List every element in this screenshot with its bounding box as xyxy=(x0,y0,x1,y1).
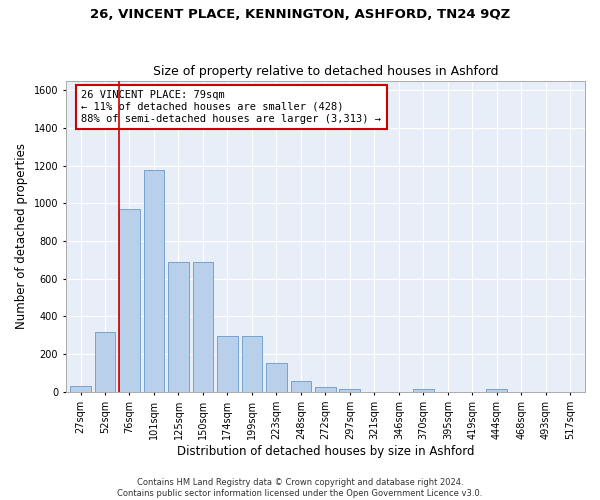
Bar xyxy=(413,389,434,392)
Bar xyxy=(70,386,91,392)
Bar xyxy=(119,209,140,392)
Bar xyxy=(266,362,287,392)
X-axis label: Distribution of detached houses by size in Ashford: Distribution of detached houses by size … xyxy=(176,444,474,458)
Title: Size of property relative to detached houses in Ashford: Size of property relative to detached ho… xyxy=(152,66,498,78)
Text: 26, VINCENT PLACE, KENNINGTON, ASHFORD, TN24 9QZ: 26, VINCENT PLACE, KENNINGTON, ASHFORD, … xyxy=(90,8,510,20)
Bar xyxy=(193,262,214,392)
Bar xyxy=(143,170,164,392)
Bar xyxy=(217,336,238,392)
Y-axis label: Number of detached properties: Number of detached properties xyxy=(15,144,28,330)
Bar xyxy=(487,389,507,392)
Bar xyxy=(340,389,361,392)
Text: 26 VINCENT PLACE: 79sqm
← 11% of detached houses are smaller (428)
88% of semi-d: 26 VINCENT PLACE: 79sqm ← 11% of detache… xyxy=(82,90,382,124)
Bar xyxy=(242,336,262,392)
Bar xyxy=(315,387,336,392)
Bar xyxy=(95,332,115,392)
Bar xyxy=(168,262,189,392)
Bar xyxy=(290,380,311,392)
Text: Contains HM Land Registry data © Crown copyright and database right 2024.
Contai: Contains HM Land Registry data © Crown c… xyxy=(118,478,482,498)
